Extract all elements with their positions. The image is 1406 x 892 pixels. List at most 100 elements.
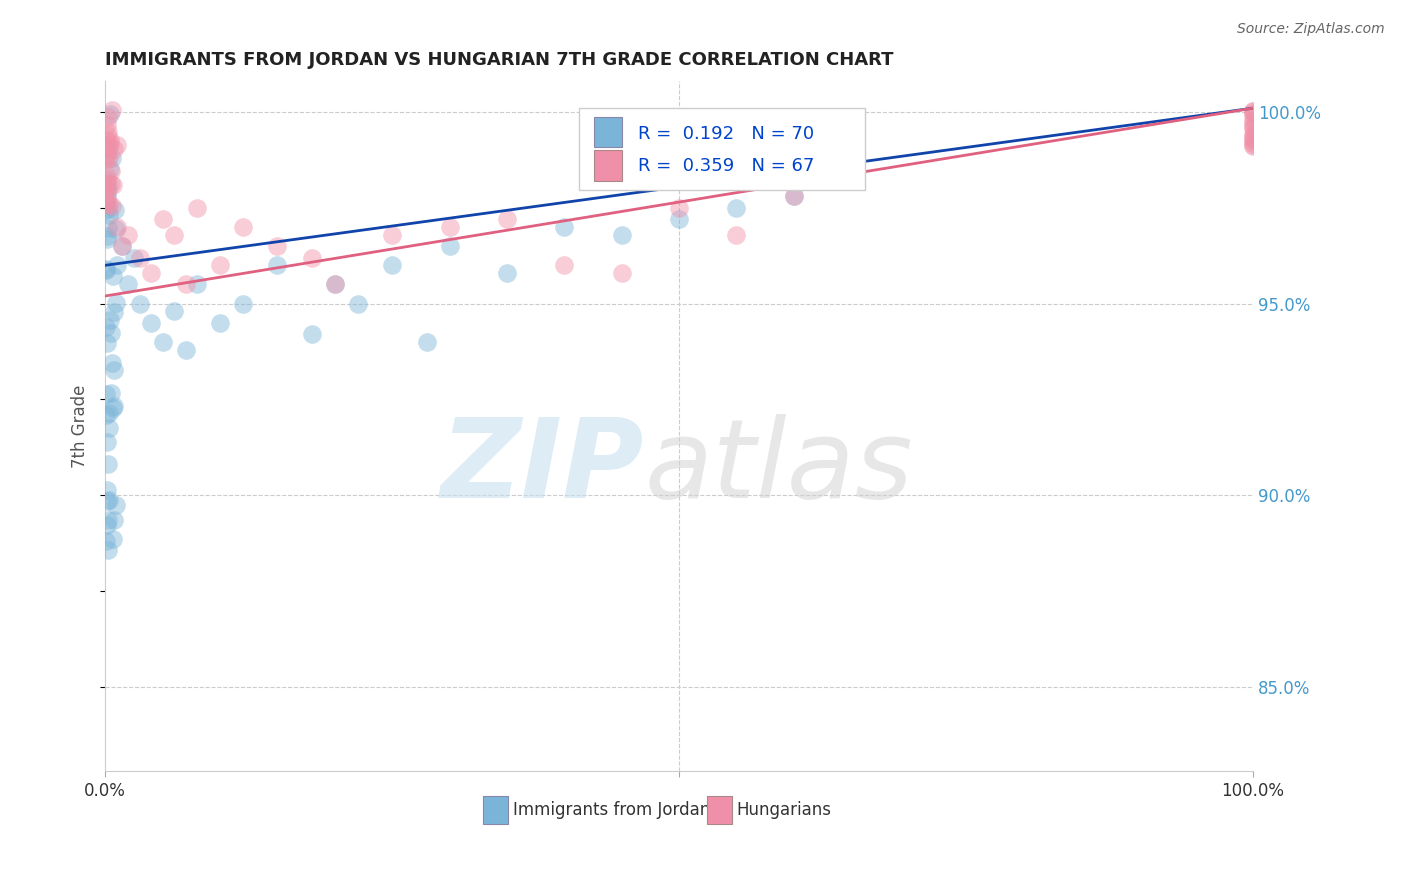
Point [97,421,120,435]
Point [301,251,323,265]
Point [439,219,461,234]
Point [98,133,121,147]
Point [97,221,120,235]
Point [96,494,118,508]
Point [174,277,197,292]
Point [100,162,122,177]
Point [163,304,186,318]
Point [301,327,323,342]
Point [105,137,128,152]
Point [103,363,125,377]
Point [381,258,404,272]
Point [1241,120,1264,134]
Point [96,335,118,350]
Text: R =  0.359   N = 67: R = 0.359 N = 67 [638,156,814,175]
Point [94,262,117,277]
Point [94,408,117,422]
Point [381,227,404,242]
Point [111,239,134,253]
Point [725,227,748,242]
Point [96,134,118,148]
Point [117,227,139,242]
Point [94,387,117,401]
Point [103,304,125,318]
Text: R =  0.192   N = 70: R = 0.192 N = 70 [638,125,814,143]
Point [668,201,690,215]
Point [1241,128,1264,143]
Point [439,239,461,253]
FancyBboxPatch shape [595,151,621,181]
Point [496,212,519,227]
Point [1241,106,1264,120]
Point [152,212,174,227]
Point [97,125,120,139]
Point [1241,109,1264,123]
Point [96,534,118,549]
Point [725,201,748,215]
Point [783,189,806,203]
Point [96,111,118,125]
Point [103,401,125,416]
Point [111,239,134,253]
Point [96,118,118,132]
Point [98,406,121,420]
Point [152,334,174,349]
FancyBboxPatch shape [579,108,865,190]
Point [139,266,162,280]
Point [1241,136,1264,150]
Point [1241,127,1264,141]
Text: atlas: atlas [644,414,914,521]
Point [97,513,120,527]
Point [100,199,122,213]
Point [96,147,118,161]
Point [1241,121,1264,136]
Point [96,195,118,210]
Point [97,197,120,211]
Point [96,173,118,187]
Point [96,177,118,191]
Point [1241,137,1264,152]
Point [128,296,150,310]
Point [668,212,690,227]
Point [1241,115,1264,129]
Text: Source: ZipAtlas.com: Source: ZipAtlas.com [1237,22,1385,37]
Point [101,178,124,193]
Point [186,201,208,215]
Point [100,326,122,341]
Point [103,399,125,413]
Point [97,183,120,197]
Point [96,137,118,152]
Point [101,151,124,165]
Point [96,483,118,497]
Point [94,150,117,164]
Point [104,296,127,310]
Point [96,196,118,211]
Point [96,517,118,532]
FancyBboxPatch shape [595,117,621,147]
Point [100,177,122,191]
Point [94,142,117,156]
Point [97,202,120,217]
Point [96,231,118,245]
Point [97,492,120,507]
Point [101,356,124,370]
Point [1241,133,1264,147]
Text: ZIP: ZIP [441,414,644,521]
Point [94,202,117,217]
FancyBboxPatch shape [482,797,508,823]
Point [783,189,806,203]
Text: IMMIGRANTS FROM JORDAN VS HUNGARIAN 7TH GRADE CORRELATION CHART: IMMIGRANTS FROM JORDAN VS HUNGARIAN 7TH … [105,51,894,69]
Point [610,227,633,242]
Point [96,189,118,203]
Point [105,219,128,234]
Point [1241,138,1264,153]
Point [97,178,120,192]
Point [186,277,208,292]
Point [94,182,117,196]
Point [553,258,575,272]
Point [553,219,575,234]
Point [97,543,120,558]
Point [128,251,150,265]
Point [98,136,121,151]
Point [96,128,118,143]
